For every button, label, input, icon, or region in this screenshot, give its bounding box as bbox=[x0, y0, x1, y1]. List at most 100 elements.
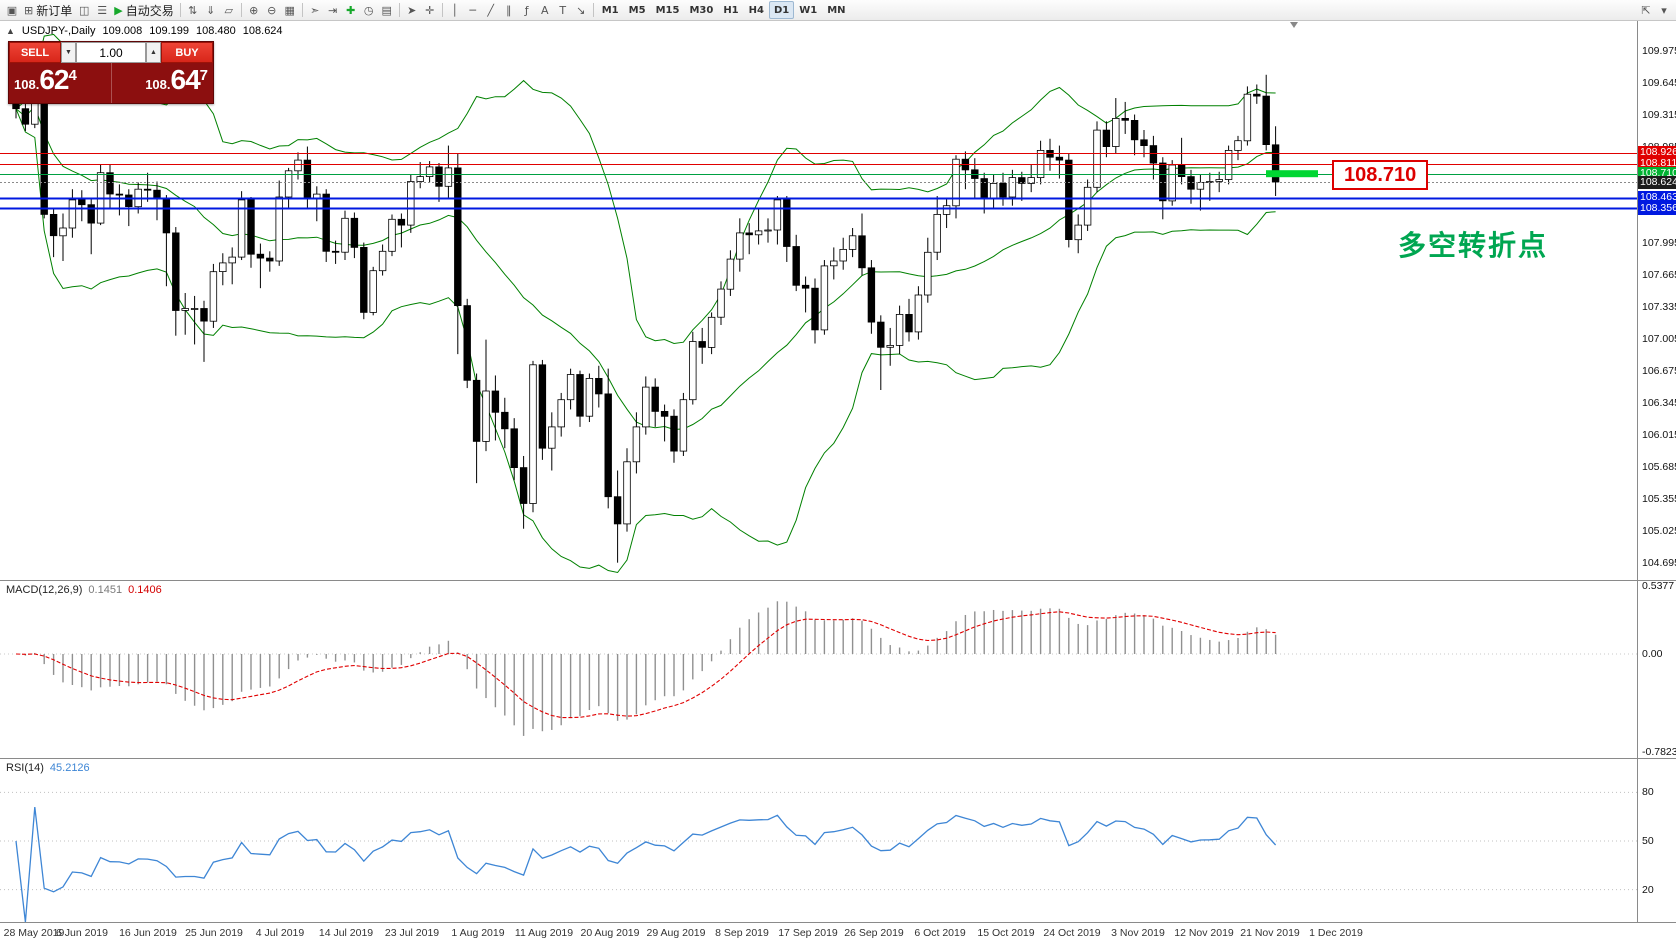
buy-price-big: 64 bbox=[170, 64, 201, 95]
price-axis-label: 109.315 bbox=[1642, 109, 1676, 122]
price-annotation-label[interactable]: 108.710 bbox=[1332, 160, 1429, 190]
crosshair-icon[interactable]: ✛ bbox=[421, 1, 439, 19]
auto-scroll-icon[interactable]: ➣ bbox=[306, 1, 324, 19]
timeframe-m1[interactable]: M1 bbox=[597, 1, 624, 19]
toolbar-separator bbox=[592, 3, 594, 17]
candlestick-chart-icon-glyph: ⇓ bbox=[206, 3, 216, 17]
timeframe-m30[interactable]: M30 bbox=[684, 1, 718, 19]
market-watch-button-glyph: ◫ bbox=[79, 3, 90, 17]
macd-value: 0.1451 bbox=[88, 584, 123, 596]
line-chart-icon-glyph: ▱ bbox=[224, 3, 233, 17]
candlesticks bbox=[12, 74, 1280, 563]
chart-window-icon[interactable]: ▣ bbox=[3, 1, 21, 19]
price-tag: 108.624 bbox=[1638, 175, 1676, 189]
expand-icon[interactable]: ⇱ bbox=[1637, 1, 1655, 19]
channel-icon-glyph: ∥ bbox=[505, 3, 512, 17]
chart-shift-icon[interactable]: ⇥ bbox=[324, 1, 342, 19]
sell-price-sup: 4 bbox=[68, 67, 77, 84]
price-axis-label: 107.995 bbox=[1642, 237, 1676, 250]
date-label: 6 Oct 2019 bbox=[914, 927, 966, 939]
price-axis-label: 106.345 bbox=[1642, 397, 1676, 410]
date-label: 12 Nov 2019 bbox=[1174, 927, 1234, 939]
ohlc-high: 109.199 bbox=[149, 25, 190, 37]
sell-price[interactable]: 108.624 bbox=[9, 63, 111, 103]
timeframe-h4[interactable]: H4 bbox=[744, 1, 769, 19]
candlestick-chart-icon[interactable]: ⇓ bbox=[202, 1, 220, 19]
timeframe-d1[interactable]: D1 bbox=[768, 1, 795, 19]
chart-macd-divider[interactable] bbox=[0, 580, 1676, 581]
macd-label: MACD(12,26,9) 0.1451 0.1406 bbox=[6, 584, 162, 596]
chart-shift-marker bbox=[1290, 22, 1298, 28]
one-click-trading-panel: SELL ▼ ▲ BUY 108.624 108.647 bbox=[8, 41, 214, 104]
macd-signal-line bbox=[15, 611, 1276, 719]
macd-rsi-divider[interactable] bbox=[0, 758, 1676, 759]
ohlc-low: 108.480 bbox=[196, 25, 236, 37]
bar-chart-icon-glyph: ⇅ bbox=[188, 3, 198, 17]
text-icon[interactable]: A bbox=[536, 1, 554, 19]
main-toolbar: ▣ ⊞ 新订单 ◫ ☰ ▶ 自动交易 ⇅ ⇓ ▱ ⊕ ⊖ ▦ ➣ ⇥ ✚ ◷ ▤ ➤ ✛ │ ─ ╱ ∥ ƒ A T ↘ M1 M5 M15… bbox=[0, 0, 1676, 21]
trendline-icon[interactable]: ╱ bbox=[482, 1, 500, 19]
toolbar-separator bbox=[398, 3, 400, 17]
indicators-icon[interactable]: ✚ bbox=[342, 1, 360, 19]
autotrading-button[interactable]: ▶ 自动交易 bbox=[111, 1, 176, 19]
rsi-value: 45.2126 bbox=[49, 762, 90, 774]
terminal-button[interactable]: ☰ bbox=[93, 1, 111, 19]
horizontal-line-icon[interactable]: ─ bbox=[464, 1, 482, 19]
indicators-icon-glyph: ✚ bbox=[346, 3, 356, 17]
timeframe-m15[interactable]: M15 bbox=[651, 1, 685, 19]
buy-price[interactable]: 108.647 bbox=[110, 63, 214, 103]
sell-button[interactable]: SELL bbox=[9, 42, 61, 63]
turning-point-note[interactable]: 多空转折点 bbox=[1398, 231, 1549, 262]
date-label: 3 Nov 2019 bbox=[1111, 927, 1165, 939]
new-order-button[interactable]: ⊞ 新订单 bbox=[21, 1, 75, 19]
macd-signal-value: 0.1406 bbox=[128, 584, 162, 596]
date-label: 28 May 2019 bbox=[3, 927, 65, 939]
text-label-icon-glyph: T bbox=[559, 3, 567, 17]
date-label: 15 Oct 2019 bbox=[977, 927, 1035, 939]
more-tools-icon[interactable]: ▾ bbox=[1655, 1, 1673, 19]
volume-input[interactable] bbox=[76, 42, 146, 63]
macd-axis-label: 0.5377 bbox=[1642, 580, 1675, 593]
rsi-axis-label: 20 bbox=[1642, 883, 1654, 896]
highlight-bar[interactable] bbox=[1266, 170, 1318, 178]
new-order-button-label: 新订单 bbox=[36, 3, 73, 18]
market-watch-button[interactable]: ◫ bbox=[75, 1, 93, 19]
price-axis-label: 107.335 bbox=[1642, 301, 1676, 314]
line-chart-icon[interactable]: ▱ bbox=[220, 1, 238, 19]
cursor-icon[interactable]: ➤ bbox=[403, 1, 421, 19]
tile-windows-icon[interactable]: ▦ bbox=[281, 1, 299, 19]
date-label: 6 Jun 2019 bbox=[56, 927, 108, 939]
ohlc-open: 109.008 bbox=[102, 25, 143, 37]
timeframe-m5[interactable]: M5 bbox=[624, 1, 651, 19]
periods-icon[interactable]: ◷ bbox=[360, 1, 378, 19]
price-axis-label: 105.025 bbox=[1642, 525, 1676, 538]
price-axis-label: 106.015 bbox=[1642, 429, 1676, 442]
timeframe-mn[interactable]: MN bbox=[822, 1, 850, 19]
toolbar-separator bbox=[441, 3, 443, 17]
text-label-icon[interactable]: T bbox=[554, 1, 572, 19]
arrows-icon[interactable]: ↘ bbox=[572, 1, 590, 19]
channel-icon[interactable]: ∥ bbox=[500, 1, 518, 19]
timeframe-h1[interactable]: H1 bbox=[718, 1, 743, 19]
periods-icon-glyph: ◷ bbox=[363, 3, 374, 17]
timeframe-w1[interactable]: W1 bbox=[794, 1, 822, 19]
date-label: 29 Aug 2019 bbox=[646, 927, 706, 939]
zoom-out-icon[interactable]: ⊖ bbox=[263, 1, 281, 19]
volume-down-button[interactable]: ▼ bbox=[61, 42, 76, 63]
price-axis-label: 105.685 bbox=[1642, 461, 1676, 474]
bar-chart-icon[interactable]: ⇅ bbox=[184, 1, 202, 19]
zoom-in-icon[interactable]: ⊕ bbox=[245, 1, 263, 19]
date-label: 26 Sep 2019 bbox=[844, 927, 904, 939]
new-order-button-glyph: ⊞ bbox=[24, 3, 34, 17]
volume-up-button[interactable]: ▲ bbox=[146, 42, 161, 63]
buy-button[interactable]: BUY bbox=[161, 42, 213, 63]
fibonacci-icon[interactable]: ƒ bbox=[518, 1, 536, 19]
crosshair-icon-glyph: ✛ bbox=[425, 3, 435, 17]
vertical-line-icon[interactable]: │ bbox=[446, 1, 464, 19]
rsi-label: RSI(14) 45.2126 bbox=[6, 762, 90, 774]
templates-icon[interactable]: ▤ bbox=[378, 1, 396, 19]
one-click-collapse-icon[interactable]: ▲ bbox=[6, 26, 15, 36]
buy-price-sup: 7 bbox=[199, 67, 208, 84]
symbol-info-line: ▲ USDJPY-,Daily 109.008 109.199 108.480 108.6… bbox=[6, 25, 290, 37]
